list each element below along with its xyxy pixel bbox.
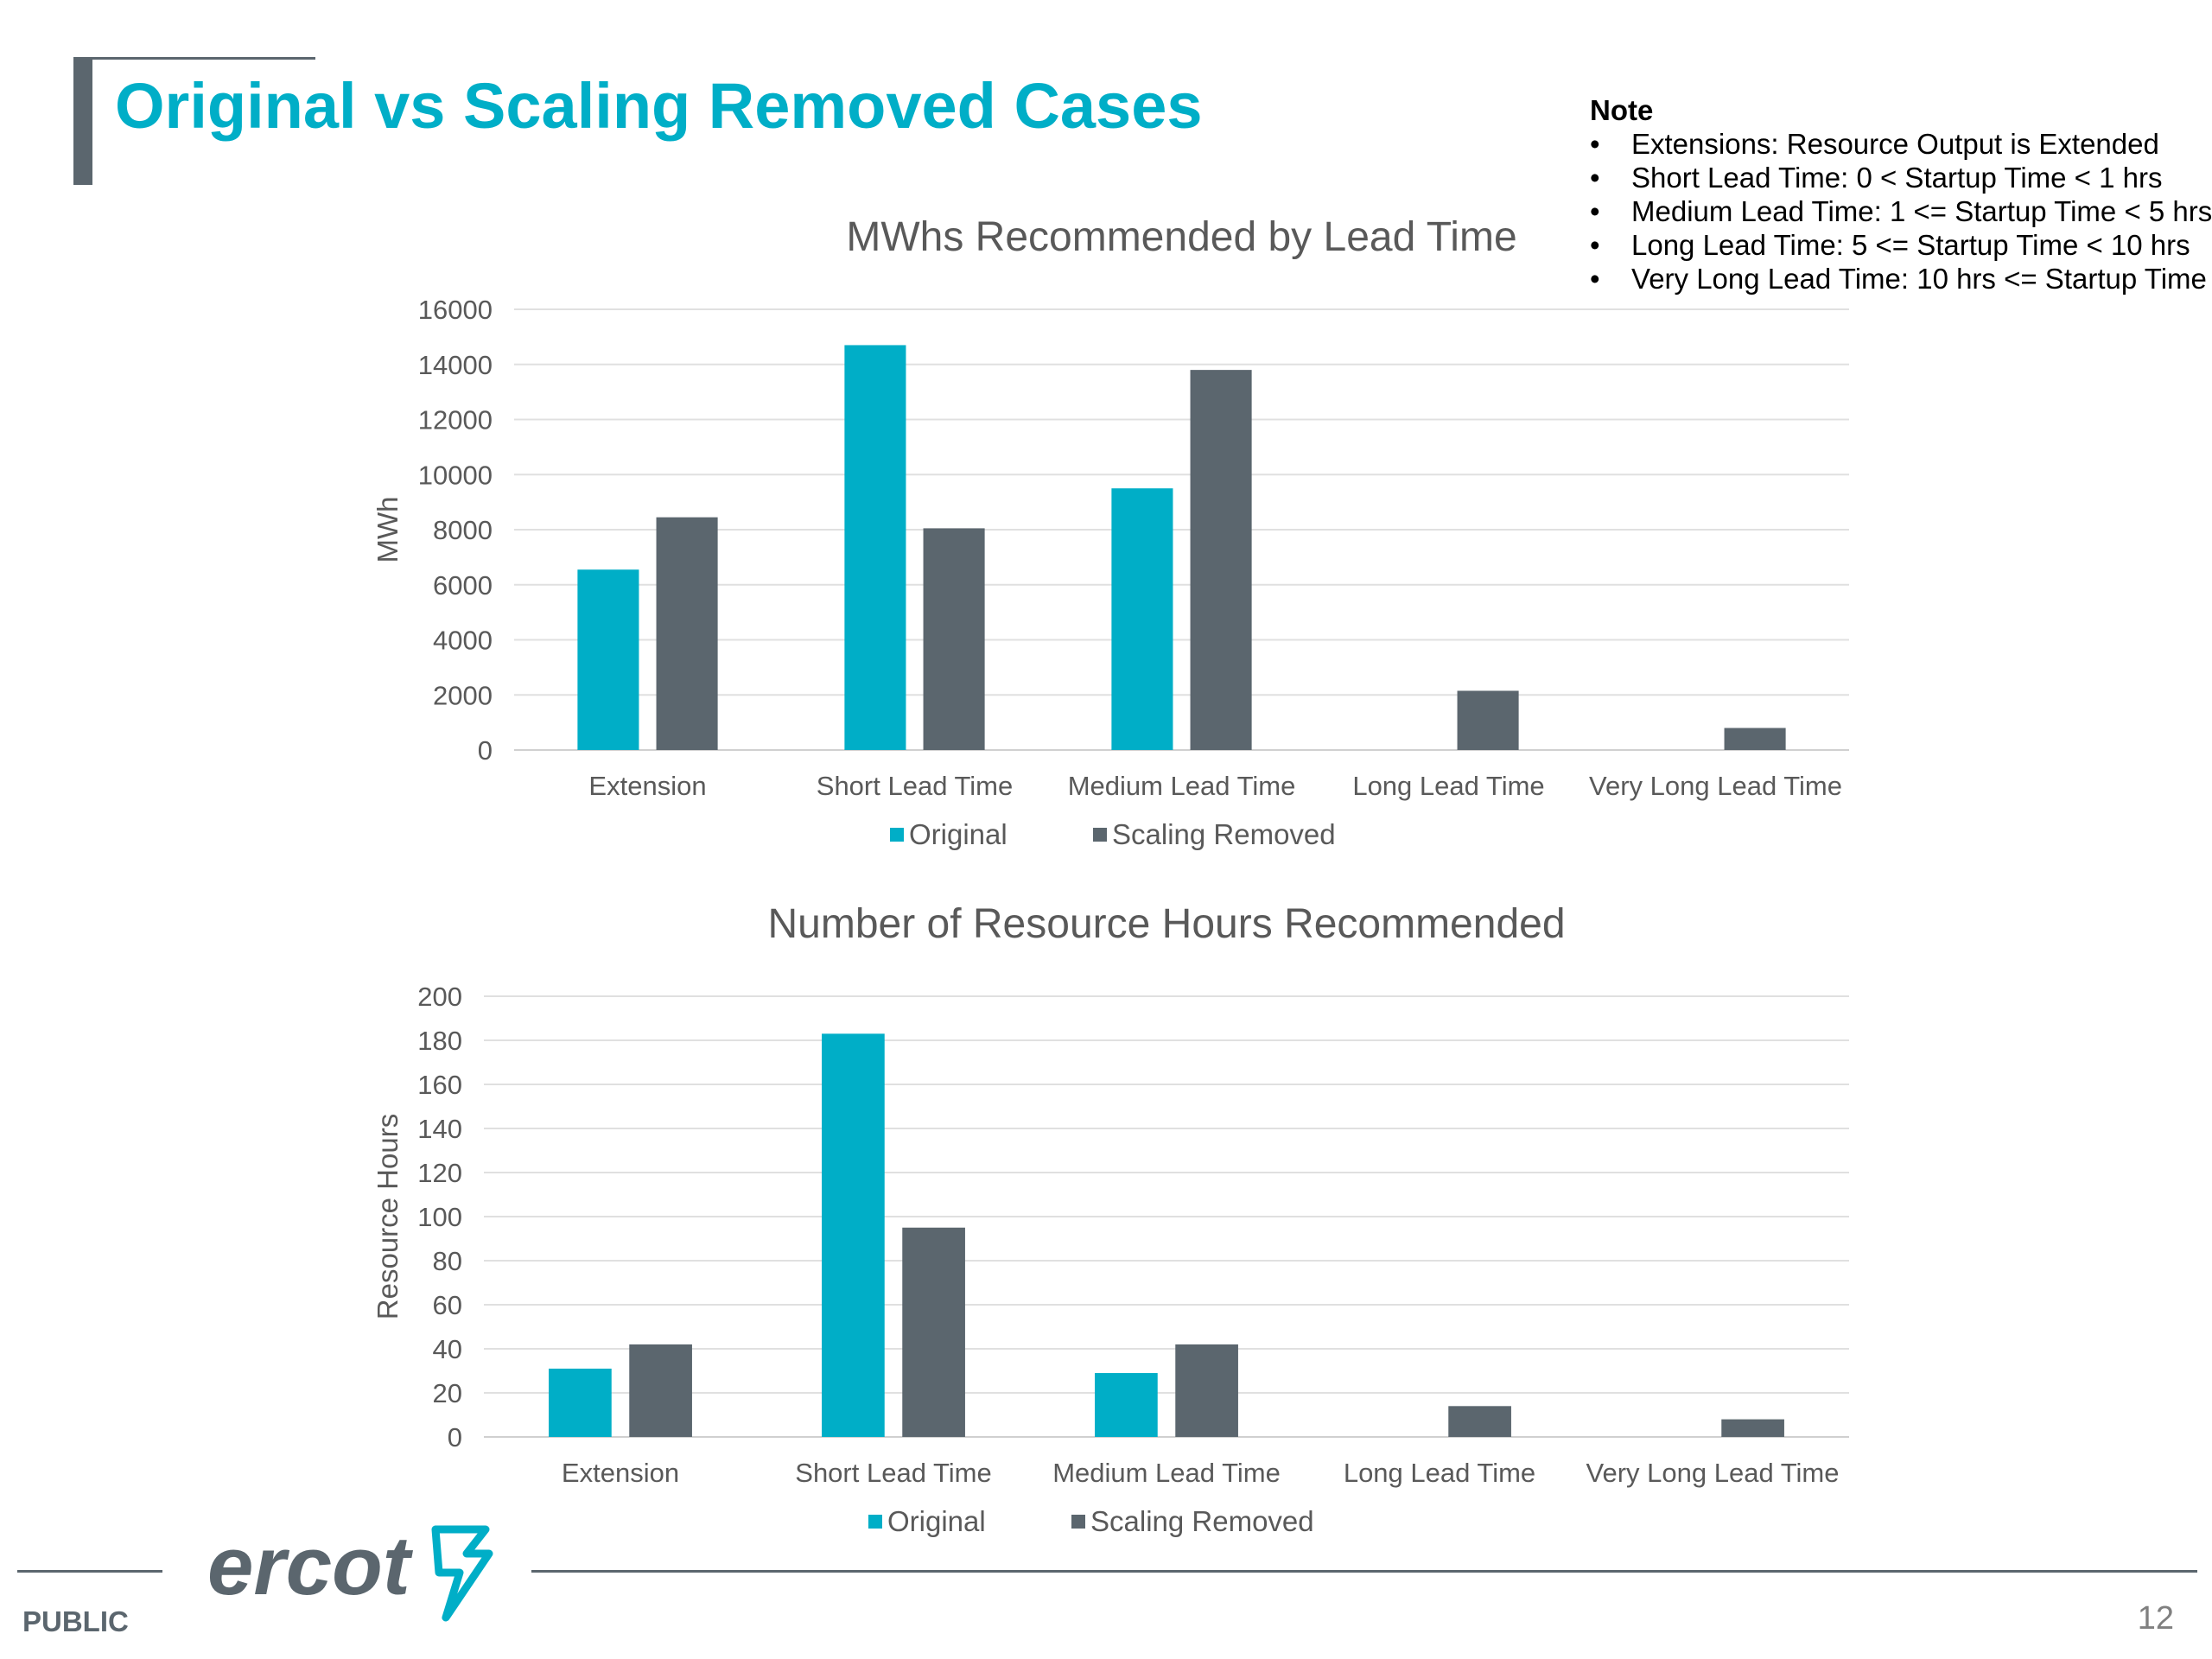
classification-label: PUBLIC (22, 1605, 129, 1637)
note-title: Note (1590, 94, 1654, 126)
bar-original (549, 1368, 612, 1437)
y-tick-label: 80 (433, 1246, 462, 1276)
mwh-chart-svg: MWhs Recommended by Lead Time 0 2000 4000 60… (372, 214, 1849, 850)
bar-scaling-removed (1721, 1419, 1784, 1437)
y-tick-label: 180 (417, 1026, 462, 1056)
y-tick-label: 140 (417, 1114, 462, 1144)
ercot-logo: ercot (207, 1520, 493, 1622)
legend-swatch (1093, 828, 1107, 842)
note-item: Short Lead Time: 0 < Startup Time < 1 hr… (1590, 161, 2212, 194)
bar-scaling-removed (1175, 1344, 1238, 1437)
y-tick-label: 100 (417, 1202, 462, 1232)
note-box: Note Extensions: Resource Output is Exte… (1590, 93, 2212, 296)
y-tick-label: 0 (478, 735, 493, 766)
bar-original (1111, 488, 1173, 750)
note-item: Long Lead Time: 5 <= Startup Time < 10 h… (1590, 228, 2212, 262)
logo-wordmark: ercot (207, 1520, 414, 1612)
lightning-bolt-icon (431, 1525, 493, 1622)
x-category-label: Medium Lead Time (1052, 1458, 1281, 1488)
bar-scaling-removed (629, 1344, 692, 1437)
bar-scaling-removed (1190, 370, 1252, 750)
mwh-chart: MWhs Recommended by Lead Time 0 2000 4000 60… (0, 207, 2212, 873)
title-accent-bar (73, 57, 92, 185)
x-category-label: Short Lead Time (817, 771, 1013, 801)
x-category-label: Long Lead Time (1352, 771, 1544, 801)
legend-label: Scaling Removed (1112, 818, 1336, 850)
y-axis-label: Resource Hours (372, 1114, 404, 1319)
note-list: Extensions: Resource Output is Extended … (1590, 127, 2212, 296)
y-tick-label: 4000 (433, 626, 493, 656)
y-tick-label: 200 (417, 982, 462, 1012)
title-rule (73, 57, 315, 60)
legend-label: Scaling Removed (1090, 1505, 1314, 1537)
y-tick-label: 60 (433, 1290, 462, 1320)
x-category-label: Very Long Lead Time (1586, 1458, 1840, 1488)
legend-label: Original (909, 818, 1007, 850)
slide-title: Original vs Scaling Removed Cases (115, 70, 1203, 142)
x-category-label: Long Lead Time (1344, 1458, 1535, 1488)
page-number: 12 (2137, 1600, 2174, 1637)
y-tick-label: 12000 (418, 405, 493, 435)
legend-swatch (868, 1515, 882, 1529)
x-category-label: Very Long Lead Time (1589, 771, 1842, 801)
bar-scaling-removed (1457, 690, 1519, 750)
x-category-label: Short Lead Time (795, 1458, 991, 1488)
y-tick-label: 6000 (433, 570, 493, 601)
bar-scaling-removed (1448, 1406, 1511, 1437)
chart-title: MWhs Recommended by Lead Time (846, 214, 1516, 260)
y-tick-label: 8000 (433, 515, 493, 545)
resource-hours-chart-svg: Number of Resource Hours Recommended 0 20 4… (372, 901, 1849, 1537)
resource-hours-chart: Number of Resource Hours Recommended 0 20 4… (0, 894, 2212, 1560)
bar-original (577, 569, 639, 750)
y-tick-label: 2000 (433, 680, 493, 710)
x-category-label: Extension (562, 1458, 679, 1488)
bar-original (822, 1033, 885, 1437)
footer-rule-right (531, 1570, 2197, 1573)
footer-rule-left (17, 1570, 162, 1573)
y-tick-label: 10000 (418, 460, 493, 490)
y-tick-label: 20 (433, 1378, 462, 1408)
bar-original (1095, 1373, 1158, 1437)
legend-swatch (890, 828, 904, 842)
bar-scaling-removed (923, 528, 985, 750)
y-tick-label: 16000 (418, 295, 493, 325)
x-category-label: Extension (588, 771, 706, 801)
note-item: Very Long Lead Time: 10 hrs <= Startup T… (1590, 262, 2212, 296)
legend-label: Original (887, 1505, 986, 1537)
y-tick-label: 14000 (418, 350, 493, 380)
y-tick-label: 160 (417, 1070, 462, 1100)
y-axis-label: MWh (372, 497, 404, 563)
bar-scaling-removed (1724, 728, 1786, 750)
y-tick-label: 120 (417, 1158, 462, 1188)
bar-scaling-removed (656, 517, 718, 750)
x-category-label: Medium Lead Time (1068, 771, 1296, 801)
y-tick-label: 40 (433, 1334, 462, 1364)
bar-scaling-removed (902, 1227, 965, 1437)
note-item: Medium Lead Time: 1 <= Startup Time < 5 … (1590, 194, 2212, 228)
y-tick-label: 0 (448, 1422, 462, 1452)
legend-swatch (1071, 1515, 1085, 1529)
bar-original (844, 345, 906, 750)
chart-title: Number of Resource Hours Recommended (767, 901, 1565, 947)
note-item: Extensions: Resource Output is Extended (1590, 127, 2212, 161)
